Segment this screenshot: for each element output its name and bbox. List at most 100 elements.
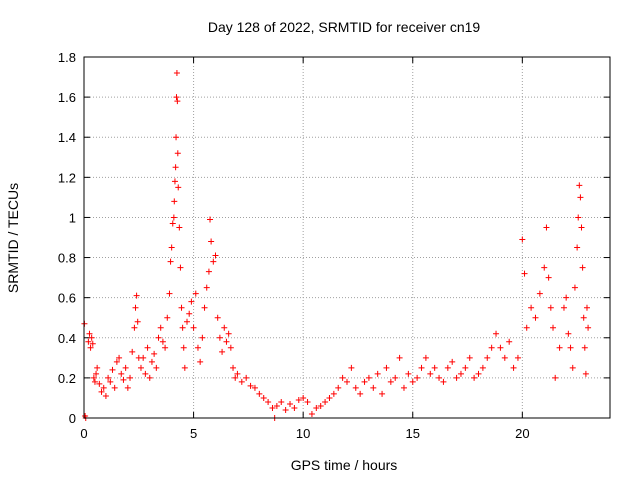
- y-tick-label: 0.6: [58, 291, 76, 306]
- data-point: [550, 324, 557, 331]
- data-point: [577, 194, 584, 201]
- data-point: [560, 304, 567, 311]
- data-point: [129, 348, 136, 355]
- data-point: [506, 338, 513, 345]
- data-point: [88, 334, 95, 341]
- data-point: [484, 354, 491, 361]
- data-point: [405, 370, 412, 377]
- data-point: [177, 264, 184, 271]
- data-point: [243, 374, 250, 381]
- data-point: [282, 406, 289, 413]
- data-point: [488, 344, 495, 351]
- data-point: [569, 364, 576, 371]
- data-point: [208, 238, 215, 245]
- data-point: [93, 370, 100, 377]
- data-point: [94, 364, 101, 371]
- data-point: [313, 404, 320, 411]
- data-point: [216, 334, 223, 341]
- data-point: [471, 374, 478, 381]
- data-point: [256, 390, 263, 397]
- y-tick-label: 1.4: [58, 130, 76, 145]
- data-point: [194, 344, 201, 351]
- x-axis-label: GPS time / hours: [291, 457, 398, 473]
- data-point: [339, 374, 346, 381]
- data-point: [132, 304, 139, 311]
- data-point: [86, 330, 93, 337]
- data-point: [181, 364, 188, 371]
- data-point: [260, 394, 267, 401]
- data-point: [116, 354, 123, 361]
- data-point: [100, 384, 107, 391]
- data-point: [90, 374, 97, 381]
- data-point: [453, 374, 460, 381]
- data-point: [98, 388, 105, 395]
- data-point: [207, 216, 214, 223]
- data-point: [449, 358, 456, 365]
- data-point: [180, 344, 187, 351]
- data-point: [392, 374, 399, 381]
- data-point: [493, 330, 500, 337]
- data-point: [151, 350, 158, 357]
- data-point: [176, 224, 183, 231]
- data-point: [96, 380, 103, 387]
- data-point: [124, 384, 131, 391]
- data-point: [89, 340, 96, 347]
- data-point: [144, 344, 151, 351]
- data-point: [582, 370, 589, 377]
- plot-frame: [83, 56, 611, 419]
- data-point: [400, 384, 407, 391]
- data-point: [521, 270, 528, 277]
- data-point: [536, 290, 543, 297]
- data-point: [91, 378, 98, 385]
- data-point: [543, 224, 550, 231]
- data-point: [365, 374, 372, 381]
- data-point: [155, 334, 162, 341]
- y-tick-label: 1: [69, 210, 76, 225]
- data-point: [379, 390, 386, 397]
- data-point: [269, 404, 276, 411]
- x-tick-label: 10: [296, 426, 310, 441]
- data-point: [348, 364, 355, 371]
- data-point: [300, 394, 307, 401]
- data-point: [335, 384, 342, 391]
- data-point: [170, 214, 177, 221]
- y-tick-label: 0: [69, 411, 76, 426]
- data-point: [265, 398, 272, 405]
- data-point: [127, 374, 134, 381]
- data-point: [192, 290, 199, 297]
- data-point: [159, 338, 166, 345]
- data-point: [436, 374, 443, 381]
- data-point: [225, 330, 232, 337]
- data-point: [583, 304, 590, 311]
- data-point: [585, 324, 592, 331]
- data-point: [140, 354, 147, 361]
- data-point: [576, 182, 583, 189]
- data-point: [579, 264, 586, 271]
- data-point: [326, 394, 333, 401]
- data-point: [164, 314, 171, 321]
- data-point: [142, 370, 149, 377]
- data-point: [462, 364, 469, 371]
- data-point: [122, 364, 129, 371]
- data-point: [109, 366, 116, 373]
- data-point: [133, 292, 140, 299]
- axis-ticks: 0 5 10 15 20 0 0.2 0.4 0.6 0.8 1 1.2 1.4 1.6 1.8: [58, 50, 610, 441]
- data-point: [532, 314, 539, 321]
- data-point: [168, 244, 175, 251]
- data-point: [111, 384, 118, 391]
- data-point: [291, 404, 298, 411]
- data-point: [565, 330, 572, 337]
- chart-title: Day 128 of 2022, SRMTID for receiver cn1…: [208, 19, 481, 35]
- data-point: [166, 290, 173, 297]
- data-point: [203, 284, 210, 291]
- data-point: [179, 324, 186, 331]
- data-point: [107, 378, 114, 385]
- data-point: [173, 70, 180, 77]
- data-point: [501, 354, 508, 361]
- data-point: [383, 364, 390, 371]
- data-point: [466, 354, 473, 361]
- data-point: [238, 378, 245, 385]
- data-point: [528, 304, 535, 311]
- grid: [84, 57, 610, 418]
- data-point: [567, 344, 574, 351]
